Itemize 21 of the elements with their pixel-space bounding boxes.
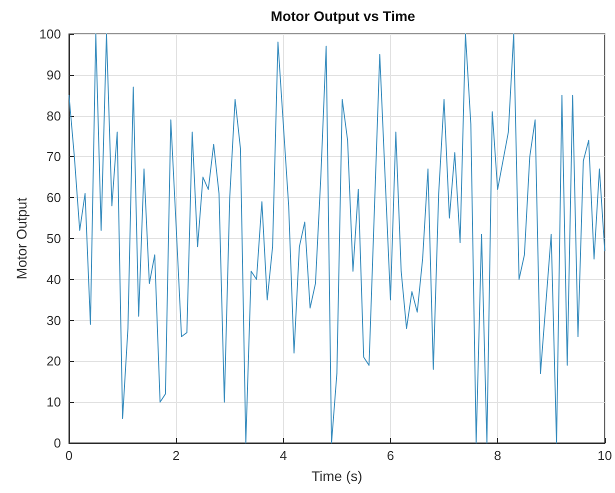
- x-tick-label: 4: [280, 448, 287, 463]
- x-axis-title: Time (s): [311, 468, 362, 484]
- chart-title: Motor Output vs Time: [270, 8, 416, 24]
- y-tick-label: 20: [46, 354, 61, 369]
- y-tick-label: 90: [46, 67, 61, 82]
- y-tick-label: 30: [46, 312, 61, 328]
- y-tick-label: 80: [46, 108, 61, 124]
- y-tick-label: 60: [46, 190, 61, 206]
- y-axis-title: Motor Output: [13, 198, 30, 280]
- line-series: [68, 34, 606, 444]
- y-tick-label: 50: [46, 231, 61, 246]
- y-tick-label: 0: [54, 436, 61, 450]
- x-tick-label: 2: [172, 448, 180, 463]
- y-tick-label: 40: [46, 272, 61, 287]
- x-tick-label: 8: [494, 448, 502, 463]
- y-tick-label: 100: [39, 26, 61, 42]
- y-tick-label: 10: [46, 394, 61, 410]
- y-tick-label: 70: [46, 149, 61, 164]
- x-tick-label: 10: [598, 448, 612, 463]
- x-tick-label: 0: [65, 448, 73, 463]
- x-tick-label: 6: [386, 448, 394, 463]
